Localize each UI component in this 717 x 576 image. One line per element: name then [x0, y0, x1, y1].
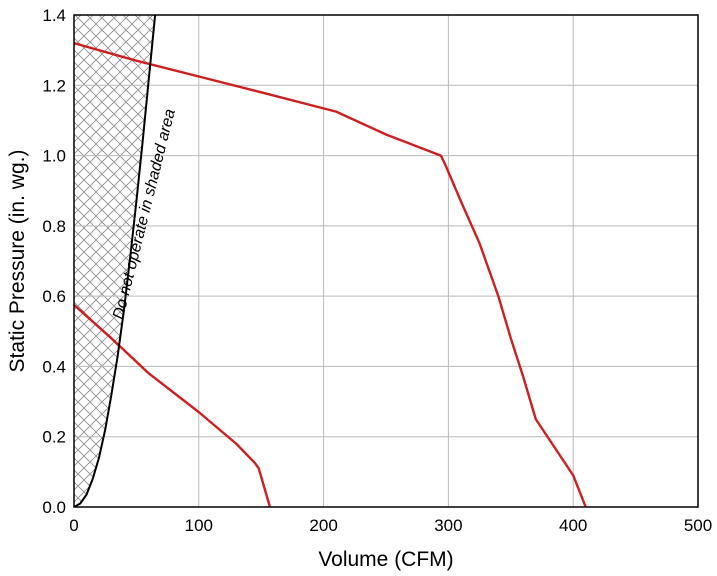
y-axis-title: Static Pressure (in. wg.) [6, 150, 29, 373]
x-axis-title: Volume (CFM) [318, 548, 453, 571]
y-tick-label: 0.6 [42, 287, 66, 306]
y-tick-label: 1.2 [42, 76, 66, 95]
y-tick-label: 0.8 [42, 217, 66, 236]
tick-labels: 0 100 200 300 400 500 0.0 0.2 0.4 0.6 0.8 1.0 1.2 1.4 [42, 6, 712, 535]
plot-frame [73, 14, 699, 508]
y-tick-label: 1.4 [42, 6, 66, 25]
x-tick-label: 400 [559, 516, 587, 535]
y-tick-label: 0.0 [42, 498, 66, 517]
y-tick-label: 0.4 [42, 357, 66, 376]
series-layer [74, 15, 587, 507]
x-tick-label: 500 [684, 516, 712, 535]
y-tick-label: 0.2 [42, 428, 66, 447]
x-tick-label: 200 [309, 516, 337, 535]
y-tick-label: 1.0 [42, 147, 66, 166]
do-not-operate-shaded-area [74, 15, 156, 507]
fan-curve-1 [74, 41, 587, 507]
shaded-area-hatch [74, 15, 156, 507]
x-tick-label: 0 [69, 516, 78, 535]
grid-lines [74, 15, 698, 507]
fan-curve-0 [74, 304, 272, 507]
x-tick-label: 300 [434, 516, 462, 535]
operating-limit-curve [74, 15, 157, 507]
x-tick-label: 100 [185, 516, 213, 535]
